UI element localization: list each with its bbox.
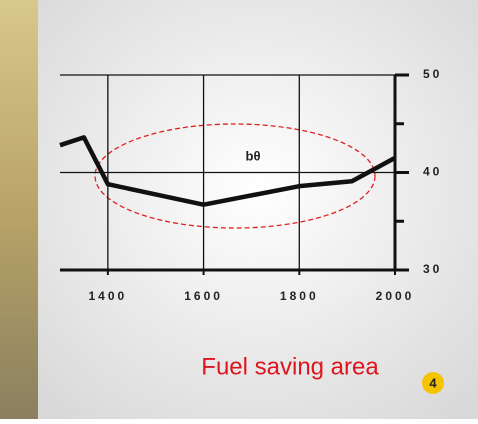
annotation: bθ <box>246 148 261 163</box>
y-tick-label: 40 <box>423 165 442 179</box>
x-tick-label: 2000 <box>376 289 415 303</box>
x-tick-label: 1600 <box>184 289 223 303</box>
badge-number: 4 <box>429 375 437 390</box>
y-tick-label: 50 <box>423 67 442 81</box>
side-photo <box>0 0 38 419</box>
x-tick-label: 1800 <box>280 289 319 303</box>
caption: Fuel saving area <box>201 353 379 380</box>
y-tick-label: 30 <box>423 262 442 276</box>
screen: bθ Fuel saving area 4 30 40 50 1400 1600 1800… <box>0 0 478 419</box>
x-tick-label: 1400 <box>89 289 128 303</box>
